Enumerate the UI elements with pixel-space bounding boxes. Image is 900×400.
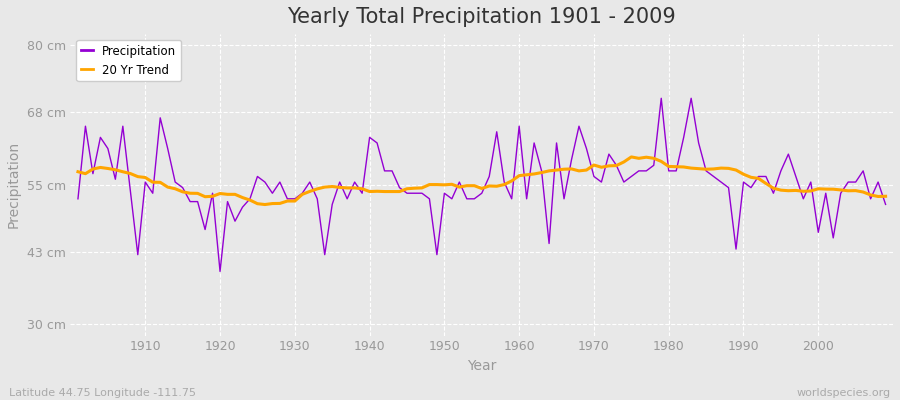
20 Yr Trend <box>521 172 532 177</box>
Precipitation <box>611 163 622 168</box>
Precipitation <box>514 124 525 129</box>
20 Yr Trend <box>259 202 270 207</box>
20 Yr Trend <box>349 186 360 190</box>
20 Yr Trend <box>73 169 84 174</box>
Title: Yearly Total Precipitation 1901 - 2009: Yearly Total Precipitation 1901 - 2009 <box>287 7 676 27</box>
Precipitation <box>214 269 225 274</box>
Line: Precipitation: Precipitation <box>78 98 886 272</box>
Precipitation <box>132 252 143 257</box>
Precipitation <box>349 180 360 184</box>
20 Yr Trend <box>611 163 622 168</box>
20 Yr Trend <box>880 194 891 199</box>
Precipitation <box>73 196 84 201</box>
Precipitation <box>656 96 667 101</box>
20 Yr Trend <box>132 174 143 179</box>
Text: worldspecies.org: worldspecies.org <box>796 388 891 398</box>
Line: 20 Yr Trend: 20 Yr Trend <box>78 157 886 204</box>
20 Yr Trend <box>626 154 636 159</box>
20 Yr Trend <box>304 189 315 194</box>
Precipitation <box>880 202 891 207</box>
Precipitation <box>521 196 532 201</box>
Precipitation <box>304 180 315 184</box>
Legend: Precipitation, 20 Yr Trend: Precipitation, 20 Yr Trend <box>76 40 181 81</box>
Text: Latitude 44.75 Longitude -111.75: Latitude 44.75 Longitude -111.75 <box>9 388 196 398</box>
Y-axis label: Precipitation: Precipitation <box>7 141 21 228</box>
X-axis label: Year: Year <box>467 359 497 373</box>
20 Yr Trend <box>514 173 525 178</box>
